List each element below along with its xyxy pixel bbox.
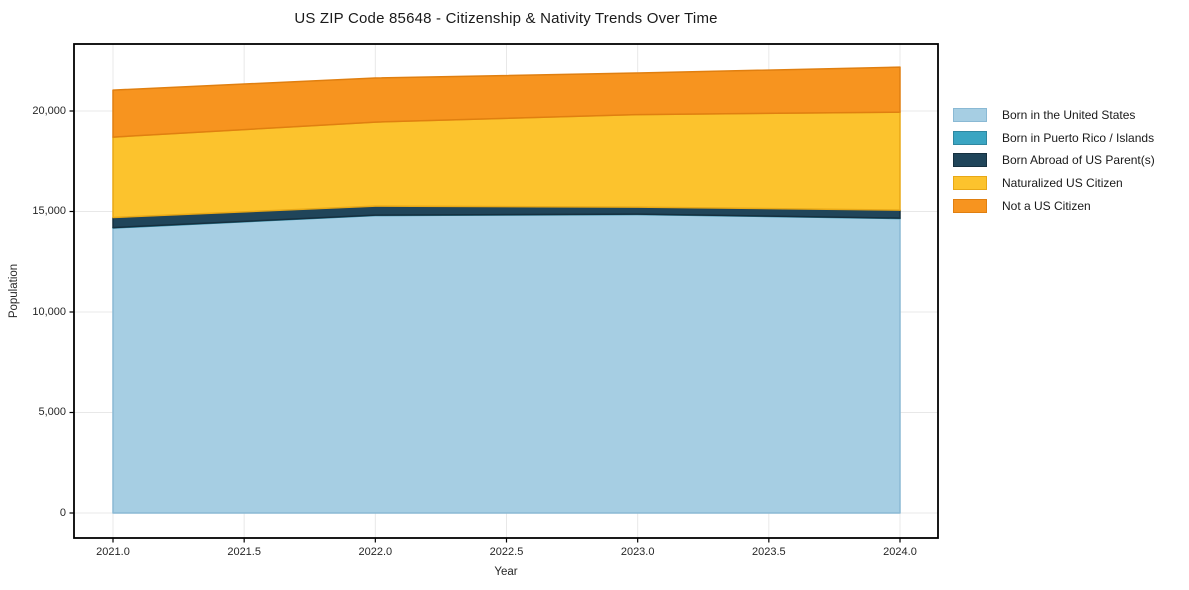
area-series — [112, 213, 901, 514]
y-tick-label: 15,000 — [32, 205, 66, 217]
x-tick-label: 2021.0 — [96, 546, 130, 558]
x-tick-label: 2022.0 — [358, 546, 393, 558]
legend-swatch — [953, 198, 987, 213]
legend-item: Born in the United States — [953, 104, 1155, 127]
legend-item: Naturalized US Citizen — [953, 172, 1155, 195]
legend-item: Born Abroad of US Parent(s) — [953, 149, 1155, 172]
legend-label: Not a US Citizen — [1002, 198, 1091, 213]
legend-label: Born Abroad of US Parent(s) — [1002, 153, 1155, 168]
area-series — [112, 66, 901, 138]
x-tick-label: 2021.5 — [227, 546, 261, 558]
legend-item: Not a US Citizen — [953, 194, 1155, 217]
y-tick-label: 10,000 — [32, 305, 66, 318]
legend-swatch — [953, 108, 987, 123]
legend: Born in the United States Born in Puerto … — [953, 104, 1155, 217]
x-tick-label: 2023.0 — [620, 546, 655, 558]
legend-swatch — [953, 176, 987, 191]
legend-label: Born in Puerto Rico / Islands — [1002, 130, 1155, 145]
y-tick-label: 20,000 — [32, 104, 66, 117]
legend-item: Born in Puerto Rico / Islands — [953, 127, 1155, 150]
legend-swatch — [953, 130, 987, 145]
x-tick-label: 2024.0 — [883, 546, 917, 558]
x-tick-label: 2022.5 — [489, 546, 524, 558]
legend-label: Naturalized US Citizen — [1002, 176, 1123, 191]
legend-label: Born in the United States — [1002, 108, 1136, 123]
x-axis-label: Year — [494, 566, 518, 578]
y-tick-label: 5,000 — [38, 406, 66, 418]
x-tick-label: 2023.5 — [752, 546, 786, 558]
legend-swatch — [953, 153, 987, 168]
chart-title: US ZIP Code 85648 - Citizenship & Nativi… — [294, 10, 718, 27]
y-tick-label: 0 — [59, 506, 66, 519]
